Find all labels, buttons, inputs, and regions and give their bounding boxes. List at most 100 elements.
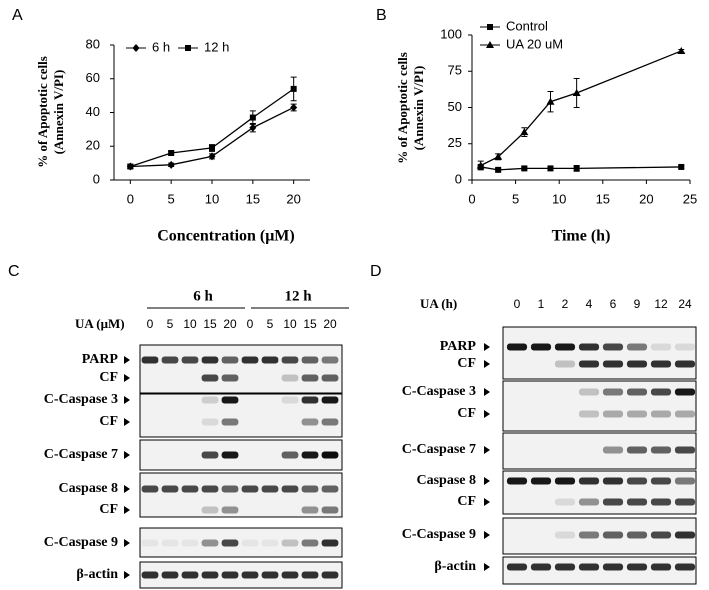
band [181,356,199,364]
band [281,374,299,382]
marker [486,41,494,48]
band [301,539,319,547]
band [261,356,279,364]
series-line [480,166,682,171]
lane-label: 4 [586,297,593,311]
lane-label: 0 [247,317,254,331]
band [554,360,576,368]
band [530,563,552,571]
band [161,356,179,364]
blot-box [139,344,343,394]
treatment-label: UA (μM) [75,316,125,331]
row-label: Caspase 8 [58,481,118,496]
lane-label: 10 [283,317,297,331]
lane-label: 10 [183,317,197,331]
row-label: CF [457,406,476,421]
band [241,571,259,579]
y-tick-label: 80 [86,36,100,51]
band [650,563,672,571]
band [554,343,576,351]
band [321,539,339,547]
band [201,374,219,382]
group-label: 6 h [193,288,213,304]
band [301,374,319,382]
band [221,451,239,459]
x-tick-label: 15 [246,191,260,206]
row-label: PARP [440,339,477,354]
marker [185,45,191,51]
band [650,531,672,539]
legend-label: 6 h [152,39,170,54]
row-label: C-Caspase 7 [402,442,476,457]
band [506,343,528,351]
y-tick-label: 60 [86,70,100,85]
marker [209,144,215,151]
marker [521,165,528,172]
band [602,498,624,506]
group-label: 12 h [284,288,312,304]
band [650,388,672,396]
y-axis-label: (Annexin V/PI) [51,70,66,155]
band [201,451,219,459]
band [201,418,219,426]
marker [476,161,485,169]
row-label: PARP [82,352,119,367]
band [602,410,624,418]
lane-label: 1 [538,297,545,311]
row-label: CF [457,356,476,371]
marker [573,165,580,172]
band [674,498,696,506]
band [261,571,279,579]
band [578,477,600,485]
band [241,539,259,547]
y-axis-label: % of Apoptotic cells [35,56,50,168]
band [650,343,672,351]
marker [132,44,140,52]
x-tick-label: 0 [468,191,475,206]
band [578,343,600,351]
band [674,388,696,396]
band [281,571,299,579]
band [626,498,648,506]
y-tick-label: 50 [448,99,462,114]
band [221,485,239,493]
band [578,563,600,571]
marker [167,160,175,169]
marker [572,89,581,96]
band [321,418,339,426]
series-line [480,50,682,167]
band [506,477,528,485]
row-label: CF [457,494,476,509]
marker [487,24,493,30]
band [181,485,199,493]
band [301,571,319,579]
row-label: β-actin [76,567,118,582]
band [201,506,219,514]
band [650,477,672,485]
arrow [124,356,130,364]
band [281,485,299,493]
arrow [484,498,490,506]
x-tick-label: 5 [512,191,519,206]
band [554,498,576,506]
band [650,446,672,454]
lane-label: 9 [634,297,641,311]
band [602,343,624,351]
band [674,446,696,454]
band [201,356,219,364]
lane-label: 5 [267,317,274,331]
panel-label: A [12,7,23,24]
y-axis-label: % of Apoptotic cells [395,52,410,164]
band [221,396,239,404]
band [221,418,239,426]
band [602,388,624,396]
band [301,485,319,493]
band [626,343,648,351]
band [578,410,600,418]
x-axis-label: Concentration (μM) [157,228,294,245]
x-tick-label: 0 [127,191,134,206]
y-tick-label: 0 [93,171,100,186]
band [674,563,696,571]
band [281,356,299,364]
marker [678,163,685,170]
